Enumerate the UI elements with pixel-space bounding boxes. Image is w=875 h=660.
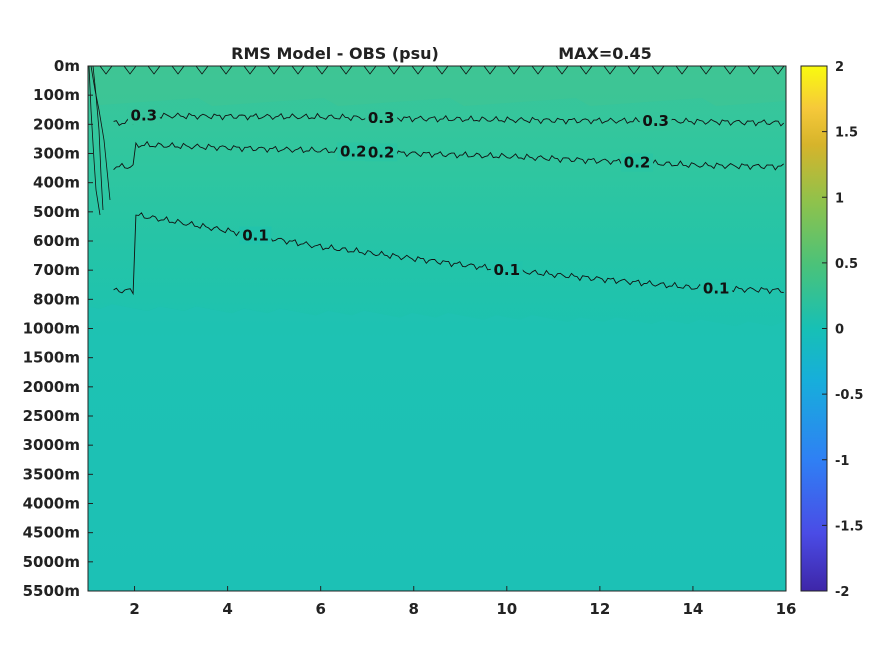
y-tick-label: 4500m: [23, 524, 80, 542]
plot-area: 0.3 0.3 0.30.2 0.20.20.10.10.1: [87, 65, 787, 592]
contour-label: 0.1: [494, 261, 521, 279]
contour-label: 0.1: [242, 227, 269, 245]
contour-label: 0.3: [131, 107, 158, 125]
colorbar-tick-label: -0.5: [835, 388, 863, 403]
x-tick-label: 8: [409, 600, 419, 618]
contour-label: 0.2: [624, 154, 651, 172]
y-tick-label: 5500m: [23, 582, 80, 600]
x-tick-label: 14: [682, 600, 703, 618]
max-label: MAX=0.45: [558, 44, 652, 63]
contour-label-bg: [639, 112, 672, 131]
colorbar-tick-label: 2: [835, 60, 844, 75]
y-tick-label: 1500m: [23, 349, 80, 367]
y-tick-label: 800m: [33, 290, 80, 308]
y-tick-label: 200m: [33, 115, 80, 133]
y-tick-label: 2500m: [23, 407, 80, 425]
y-tick-label: 0m: [54, 57, 80, 75]
y-tick-label: 300m: [33, 145, 80, 163]
colorbar-tick-label: 1: [835, 191, 844, 206]
x-tick-label: 4: [222, 600, 232, 618]
colorbar-tick-label: -1.5: [835, 519, 863, 534]
x-axis: 2 4 6 8 10 12 14 16: [129, 586, 796, 618]
x-tick-label: 10: [496, 600, 517, 618]
contour-line-0.2: [113, 140, 784, 171]
colorbar-tick-label: -1: [835, 454, 849, 469]
y-tick-label: 2000m: [23, 378, 80, 396]
chart-title: RMS Model - OBS (psu): [231, 44, 439, 63]
colorbar-tick-label: 1.5: [835, 126, 858, 141]
contour-label-bg: [127, 106, 160, 125]
x-tick-label: 6: [315, 600, 325, 618]
y-tick-label: 3000m: [23, 436, 80, 454]
edge-contour-line: [90, 65, 111, 201]
y-tick-label: 500m: [33, 203, 80, 221]
contour-label-bg: [490, 261, 523, 280]
edge-contour-line: [92, 65, 104, 211]
contour-label: 0.2: [368, 143, 395, 161]
y-tick-label: 100m: [33, 86, 80, 104]
y-tick-label: 1000m: [23, 320, 80, 338]
x-tick-label: 12: [589, 600, 610, 618]
contour-label: 0.1: [703, 279, 730, 297]
deep-band: [88, 304, 786, 591]
contour-label-bg: [621, 153, 654, 172]
contours: [88, 65, 785, 296]
contour-label: 0.2: [340, 143, 367, 161]
contour-label-bg: [700, 279, 733, 298]
y-tick-label: 5000m: [23, 553, 80, 571]
contour-labels: 0.3 0.3 0.30.2 0.20.20.10.10.1: [127, 106, 733, 298]
y-tick-label: 600m: [33, 232, 80, 250]
surface-band: [88, 66, 786, 106]
contour-label-bg: [239, 226, 272, 245]
colorbar-tick-label: 0: [835, 323, 844, 338]
contour-line-0.1: [113, 212, 784, 296]
contour-label: 0.3: [368, 109, 395, 127]
contour-label: 0.3: [642, 112, 669, 130]
contour-label-bg: [365, 143, 398, 162]
y-axis: 0m 100m 200m 300m 400m 500m 600m 700m 800m 1000m 1…: [23, 57, 93, 600]
contour-label-bg: [365, 108, 398, 127]
y-tick-label: 4000m: [23, 495, 80, 513]
surface-contour-line: [99, 65, 785, 75]
colorbar-tick-label: -2: [835, 585, 849, 600]
contour-label-bg: [337, 142, 370, 161]
colorbar-ticks: 2 1.5 1 0.5 0 -0.5 -1 -1.5 -2: [822, 60, 863, 600]
x-tick-label: 2: [129, 600, 139, 618]
colorbar-tick-label: 0.5: [835, 257, 858, 272]
y-tick-label: 700m: [33, 261, 80, 279]
y-tick-label: 3500m: [23, 465, 80, 483]
contour-line-0.3: [113, 111, 785, 127]
y-tick-label: 400m: [33, 174, 80, 192]
x-tick-label: 16: [776, 600, 797, 618]
colorbar: 2 1.5 1 0.5 0 -0.5 -1 -1.5 -2: [800, 60, 863, 600]
